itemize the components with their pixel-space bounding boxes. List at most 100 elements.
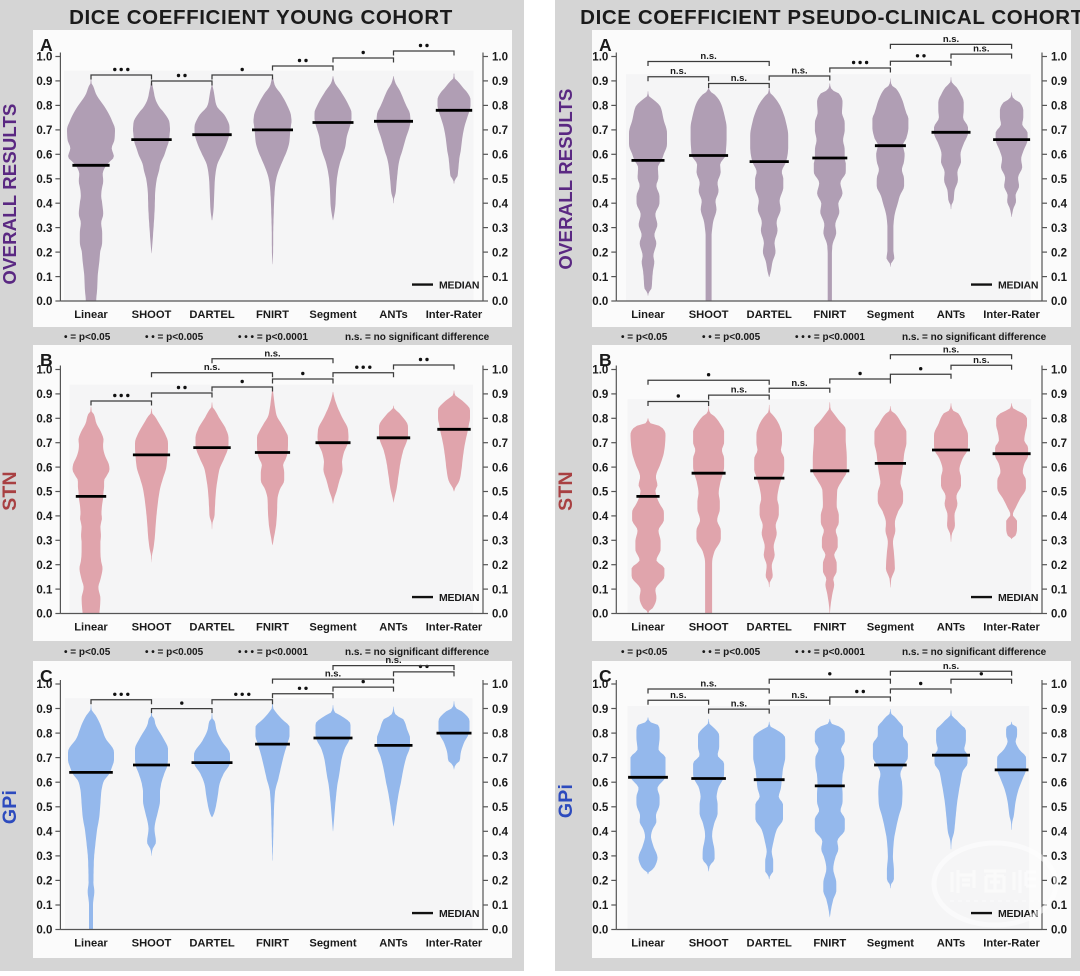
svg-text:• = p<0.05: • = p<0.05	[64, 647, 111, 658]
svg-text:0.9: 0.9	[492, 389, 508, 401]
svg-text:0.1: 0.1	[592, 272, 609, 284]
svg-text:0.0: 0.0	[36, 296, 52, 308]
svg-text:DICE COEFFICIENT PSEUDO-CLINIC: DICE COEFFICIENT PSEUDO-CLINICAL COHORT	[580, 6, 1080, 29]
svg-text:0.8: 0.8	[1051, 728, 1068, 740]
svg-text:0.6: 0.6	[592, 150, 608, 162]
svg-text:0.3: 0.3	[592, 536, 608, 548]
svg-text:0.2: 0.2	[592, 560, 608, 572]
svg-text:0.0: 0.0	[36, 609, 52, 621]
svg-text:0.6: 0.6	[592, 777, 608, 789]
svg-text:1.0: 1.0	[492, 365, 508, 377]
svg-text:1.0: 1.0	[592, 52, 608, 64]
svg-text:Inter-Rater: Inter-Rater	[983, 938, 1040, 950]
svg-text:ANTs: ANTs	[937, 622, 965, 634]
svg-text:Inter-Rater: Inter-Rater	[983, 622, 1040, 634]
svg-text:0.7: 0.7	[36, 438, 52, 450]
svg-text:0.2: 0.2	[36, 560, 52, 572]
svg-text:n.s.: n.s.	[670, 66, 686, 77]
svg-text:0.7: 0.7	[36, 753, 52, 765]
svg-text:MEDIAN: MEDIAN	[998, 592, 1038, 604]
svg-text:0.9: 0.9	[592, 704, 608, 716]
svg-text:Segment: Segment	[309, 622, 357, 634]
svg-text:0.1: 0.1	[36, 584, 53, 596]
svg-text:1.0: 1.0	[592, 679, 608, 691]
svg-text:ANTs: ANTs	[937, 309, 965, 321]
svg-text:0.0: 0.0	[592, 925, 608, 937]
svg-text:0.5: 0.5	[1051, 174, 1068, 186]
svg-text:MEDIAN: MEDIAN	[439, 592, 479, 604]
svg-text:0.9: 0.9	[592, 389, 608, 401]
svg-text:0.0: 0.0	[492, 925, 508, 937]
svg-text:0.7: 0.7	[592, 438, 608, 450]
svg-text:GPi: GPi	[0, 790, 21, 824]
svg-text:0.4: 0.4	[492, 827, 509, 839]
svg-text:OVERALL RESULTS: OVERALL RESULTS	[0, 103, 20, 284]
svg-text:0.6: 0.6	[36, 777, 52, 789]
svg-text:0.2: 0.2	[592, 876, 608, 888]
svg-text:0.6: 0.6	[36, 462, 52, 474]
svg-text:DICE COEFFICIENT YOUNG COHORT: DICE COEFFICIENT YOUNG COHORT	[69, 6, 453, 29]
svg-text:Linear: Linear	[631, 622, 665, 634]
svg-text:FNIRT: FNIRT	[256, 309, 289, 321]
svg-text:DARTEL: DARTEL	[189, 622, 235, 634]
svg-text:0.1: 0.1	[592, 584, 609, 596]
svg-text:FNIRT: FNIRT	[813, 938, 846, 950]
svg-text:0.4: 0.4	[36, 511, 53, 523]
svg-text:0.7: 0.7	[592, 125, 608, 137]
svg-text:0.4: 0.4	[1051, 198, 1068, 210]
svg-text:SHOOT: SHOOT	[132, 622, 172, 634]
svg-text:0.5: 0.5	[492, 802, 509, 814]
svg-text:0.2: 0.2	[1051, 560, 1067, 572]
svg-text:• • • = p<0.0001: • • • = p<0.0001	[238, 647, 308, 658]
svg-text:0.3: 0.3	[1051, 223, 1067, 235]
svg-text:n.s.: n.s.	[700, 51, 716, 62]
svg-text:0.7: 0.7	[492, 125, 508, 137]
svg-text:Inter-Rater: Inter-Rater	[426, 622, 483, 634]
svg-text:1.0: 1.0	[36, 679, 52, 691]
svg-text:0.1: 0.1	[492, 900, 509, 912]
svg-text:Inter-Rater: Inter-Rater	[983, 309, 1040, 321]
svg-text:• • • = p<0.0001: • • • = p<0.0001	[795, 647, 865, 658]
svg-text:• • • = p<0.0001: • • • = p<0.0001	[795, 332, 865, 343]
svg-text:ANTs: ANTs	[937, 938, 965, 950]
svg-text:0.8: 0.8	[592, 728, 609, 740]
svg-text:Linear: Linear	[631, 309, 665, 321]
svg-text:0.3: 0.3	[36, 851, 52, 863]
svg-text:SHOOT: SHOOT	[132, 938, 172, 950]
svg-text:DARTEL: DARTEL	[747, 622, 793, 634]
svg-text:0.9: 0.9	[492, 76, 508, 88]
svg-text:0.0: 0.0	[592, 296, 608, 308]
svg-text:0.5: 0.5	[492, 174, 509, 186]
svg-text:B: B	[599, 350, 612, 370]
svg-text:0.1: 0.1	[1051, 272, 1068, 284]
svg-text:n.s.: n.s.	[325, 669, 341, 680]
svg-text:0.9: 0.9	[36, 704, 52, 716]
svg-text:0.8: 0.8	[36, 414, 53, 426]
svg-text:n.s.: n.s.	[943, 661, 959, 672]
svg-text:0.2: 0.2	[36, 876, 52, 888]
svg-text:n.s.: n.s.	[385, 655, 401, 666]
svg-text:0.8: 0.8	[36, 101, 53, 113]
svg-text:0.0: 0.0	[492, 296, 508, 308]
svg-text:Linear: Linear	[74, 309, 108, 321]
svg-text:0.2: 0.2	[492, 247, 508, 259]
svg-text:0.0: 0.0	[592, 609, 608, 621]
svg-text:MEDIAN: MEDIAN	[998, 280, 1038, 292]
svg-text:OVERALL RESULTS: OVERALL RESULTS	[555, 88, 576, 269]
svg-text:0.5: 0.5	[592, 174, 609, 186]
svg-text:FNIRT: FNIRT	[256, 622, 289, 634]
svg-text:0.9: 0.9	[492, 704, 508, 716]
svg-text:DARTEL: DARTEL	[189, 938, 235, 950]
svg-text:0.2: 0.2	[36, 247, 52, 259]
svg-text:0.6: 0.6	[36, 150, 52, 162]
svg-text:0.7: 0.7	[592, 753, 608, 765]
svg-text:0.7: 0.7	[1051, 125, 1067, 137]
svg-text:• = p<0.05: • = p<0.05	[621, 332, 668, 343]
svg-text:Inter-Rater: Inter-Rater	[426, 309, 483, 321]
svg-text:1.0: 1.0	[36, 52, 52, 64]
svg-text:GPi: GPi	[555, 784, 577, 818]
svg-text:0.4: 0.4	[492, 198, 509, 210]
svg-text:0.2: 0.2	[492, 560, 508, 572]
svg-text:n.s.: n.s.	[943, 34, 959, 45]
svg-text:0.4: 0.4	[492, 511, 509, 523]
